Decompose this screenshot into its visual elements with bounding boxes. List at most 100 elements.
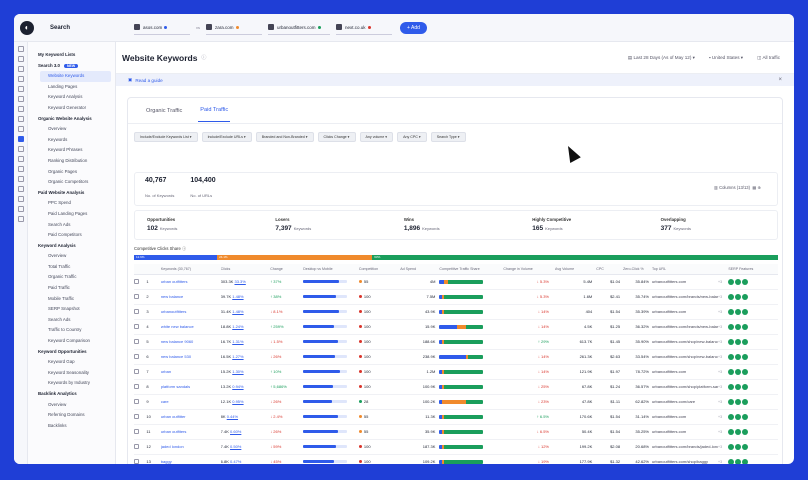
traffic-select[interactable]: ◫ All traffic xyxy=(757,54,780,60)
column-header[interactable]: Change in Volume xyxy=(503,264,555,275)
sidebar-section-header[interactable]: My Keyword Lists xyxy=(28,50,115,61)
top-url-link[interactable]: urbanoutfitters.com/brands/new-balance/w… xyxy=(651,319,719,335)
sidebar-section-header[interactable]: Keyword Opportunities xyxy=(28,347,115,358)
filter-dropdown[interactable]: Include/Exclude URLs ▾ xyxy=(201,132,252,142)
keyword-link[interactable]: urbanoutfitters xyxy=(160,304,221,320)
sidebar-item[interactable]: Overview xyxy=(28,124,115,135)
sidebar-section-header[interactable]: Keyword Analysis xyxy=(28,241,115,252)
app-logo-icon[interactable]: ◐ xyxy=(20,20,34,35)
bell-icon[interactable] xyxy=(17,196,24,202)
table-row[interactable]: 4 white new balance 18.8K 1.24% ↑ 259% 100 15… xyxy=(134,319,778,335)
sidebar-item[interactable]: Backlinks xyxy=(28,421,115,432)
sidebar-item[interactable]: Search Ads xyxy=(28,220,115,231)
top-url-link[interactable]: urbanoutfitters.com/brands/new-balance xyxy=(651,289,719,305)
table-row[interactable]: 5 new balance 9060 16.7K 1.31% ↓ 1.5% 100 188… xyxy=(134,334,778,350)
table-row[interactable]: 12 jaded london 7.4K 0.50% ↓ 59% 100 187.3K ↓ … xyxy=(134,439,778,455)
link-icon[interactable] xyxy=(17,166,24,172)
sidebar-item[interactable]: Keyword Phrases xyxy=(28,145,115,156)
globe-icon[interactable] xyxy=(17,86,24,92)
sidebar-section-header[interactable]: Organic Website Analysis xyxy=(28,114,115,125)
row-checkbox[interactable] xyxy=(134,308,139,314)
top-url-link[interactable]: urbanoutfitters.com xyxy=(651,304,719,320)
sidebar-item[interactable]: Total Traffic xyxy=(28,262,115,273)
sidebar-item[interactable]: Keyword Analysis xyxy=(28,92,115,103)
sidebar-item[interactable]: Traffic to Country xyxy=(28,325,115,336)
more-urls-icon[interactable]: +3 xyxy=(718,439,729,455)
row-checkbox[interactable] xyxy=(134,383,139,389)
keyword-link[interactable]: urban xyxy=(160,364,221,380)
more-urls-icon[interactable]: +3 xyxy=(718,379,729,395)
table-row[interactable]: 7 urban 15.2K 1.30% ↑ 10% 100 1.2M ↓ 14% 121.9K… xyxy=(134,364,778,380)
filter-dropdown[interactable]: Include/Exclude Keywords List ▾ xyxy=(134,132,198,142)
more-urls-icon[interactable]: +3 xyxy=(718,274,729,290)
sidebar-item[interactable]: Overview xyxy=(28,400,115,411)
column-header[interactable]: Zero-Click % xyxy=(623,264,652,275)
columns-button[interactable]: ▥ Columns (13/13) ▦ ⊕ xyxy=(713,185,761,190)
more-urls-icon[interactable]: +3 xyxy=(718,319,729,335)
target-icon[interactable] xyxy=(17,176,24,182)
home-icon[interactable] xyxy=(17,46,24,52)
table-row[interactable]: 11 urban outfiters 7.4K 0.60% ↓ 26% 55 35.9K ↓… xyxy=(134,424,778,440)
filter-dropdown[interactable]: Search Type ▾ xyxy=(430,132,466,142)
more-urls-icon[interactable]: +3 xyxy=(718,289,729,305)
row-checkbox[interactable] xyxy=(134,443,139,449)
info-icon[interactable]: ⓘ xyxy=(201,55,207,61)
sidebar-section-header[interactable]: Paid Website Analysis xyxy=(28,188,115,199)
sidebar-item[interactable]: Website Keywords xyxy=(40,71,111,82)
table-row[interactable]: 3 urbanoutfitters 31.4K 1.48% ↓ 8.1% 100 43.9… xyxy=(134,304,778,320)
column-header[interactable]: Competitive Traffic Share xyxy=(439,264,504,275)
row-checkbox[interactable] xyxy=(134,353,139,359)
more-urls-icon[interactable]: +3 xyxy=(718,364,729,380)
doc-icon[interactable] xyxy=(17,216,24,222)
sidebar-item[interactable]: Referring Domains xyxy=(28,410,115,421)
filter-dropdown[interactable]: Any volume ▾ xyxy=(359,132,394,142)
sidebar-item[interactable]: Organic Competitors xyxy=(28,177,115,188)
filter-dropdown[interactable]: Clicks Change ▾ xyxy=(317,132,356,142)
domain-input-4[interactable]: next.co.uk xyxy=(336,21,392,35)
info-icon[interactable]: ⓘ xyxy=(181,246,187,251)
column-header[interactable]: Keywords (30,767) xyxy=(160,264,221,275)
keyword-link[interactable]: jaded london xyxy=(160,439,221,455)
tag-icon[interactable] xyxy=(17,146,24,152)
row-checkbox[interactable] xyxy=(134,413,139,419)
top-url-link[interactable]: urbanoutfitters.com xyxy=(651,409,719,425)
sidebar-item[interactable]: Overview xyxy=(28,251,115,262)
sidebar-item[interactable]: SERP Snapshot xyxy=(28,304,115,315)
clock-icon[interactable] xyxy=(17,116,24,122)
filter-dropdown[interactable]: Any CPC ▾ xyxy=(397,132,427,142)
more-urls-icon[interactable]: +3 xyxy=(718,394,729,410)
sidebar-item[interactable]: Keyword Generator xyxy=(28,103,115,114)
row-checkbox[interactable] xyxy=(134,293,139,299)
top-url-link[interactable]: urbanoutfitters.com xyxy=(651,274,719,290)
sidebar-item[interactable]: Organic Pages xyxy=(28,167,115,178)
domain-input-3[interactable]: urbanoutfitters.com xyxy=(268,21,330,35)
keyword-link[interactable]: platform sandals xyxy=(160,379,221,395)
sidebar-item[interactable]: Paid Traffic xyxy=(28,283,115,294)
column-header[interactable]: Clicks xyxy=(220,264,269,275)
row-checkbox[interactable] xyxy=(134,338,139,344)
row-checkbox[interactable] xyxy=(134,398,139,404)
more-urls-icon[interactable]: +3 xyxy=(718,424,729,440)
top-url-link[interactable]: urbanoutfitters.com/care xyxy=(651,394,719,410)
top-url-link[interactable]: urbanoutfitters.com/shop/platform-sandal… xyxy=(651,379,719,395)
table-row[interactable]: 9 care 12.1K 0.95% ↓ 26% 28 100.2K ↓ 23% 47.8K $… xyxy=(134,394,778,410)
more-urls-icon[interactable]: +3 xyxy=(718,304,729,320)
tab-paid-traffic[interactable]: Paid Traffic xyxy=(198,99,231,122)
table-row[interactable]: 6 new balance 530 16.5K 1.27% ↓ 26% 100 238.9… xyxy=(134,349,778,365)
more-urls-icon[interactable]: +3 xyxy=(718,349,729,365)
keyword-link[interactable]: new balance xyxy=(160,289,221,305)
table-row[interactable]: 10 urban outfitter 8K 0.44% ↓ 2.4% 55 11.3K ↑ … xyxy=(134,409,778,425)
sidebar-item[interactable]: Paid Competitors xyxy=(28,230,115,241)
sidebar-item[interactable]: Keyword Gap xyxy=(28,357,115,368)
keyword-link[interactable]: urban outfitters xyxy=(160,274,221,290)
sidebar-section-header[interactable]: Backlink Analytics xyxy=(28,389,115,400)
mail-icon[interactable] xyxy=(17,206,24,212)
insight-card[interactable]: Wins 1,896 Keywords xyxy=(392,211,520,239)
top-url-link[interactable]: urbanoutfitters.com/shop/baggy xyxy=(651,454,719,464)
sidebar-item[interactable]: Landing Pages xyxy=(28,82,115,93)
column-header[interactable]: Ad Spend xyxy=(400,264,440,275)
chart-icon[interactable] xyxy=(17,76,24,82)
grid-icon[interactable] xyxy=(17,126,24,132)
sidebar-item[interactable]: Search Ads xyxy=(28,315,115,326)
top-url-link[interactable]: urbanoutfitters.com/shop/new-balance-530 xyxy=(651,349,719,365)
